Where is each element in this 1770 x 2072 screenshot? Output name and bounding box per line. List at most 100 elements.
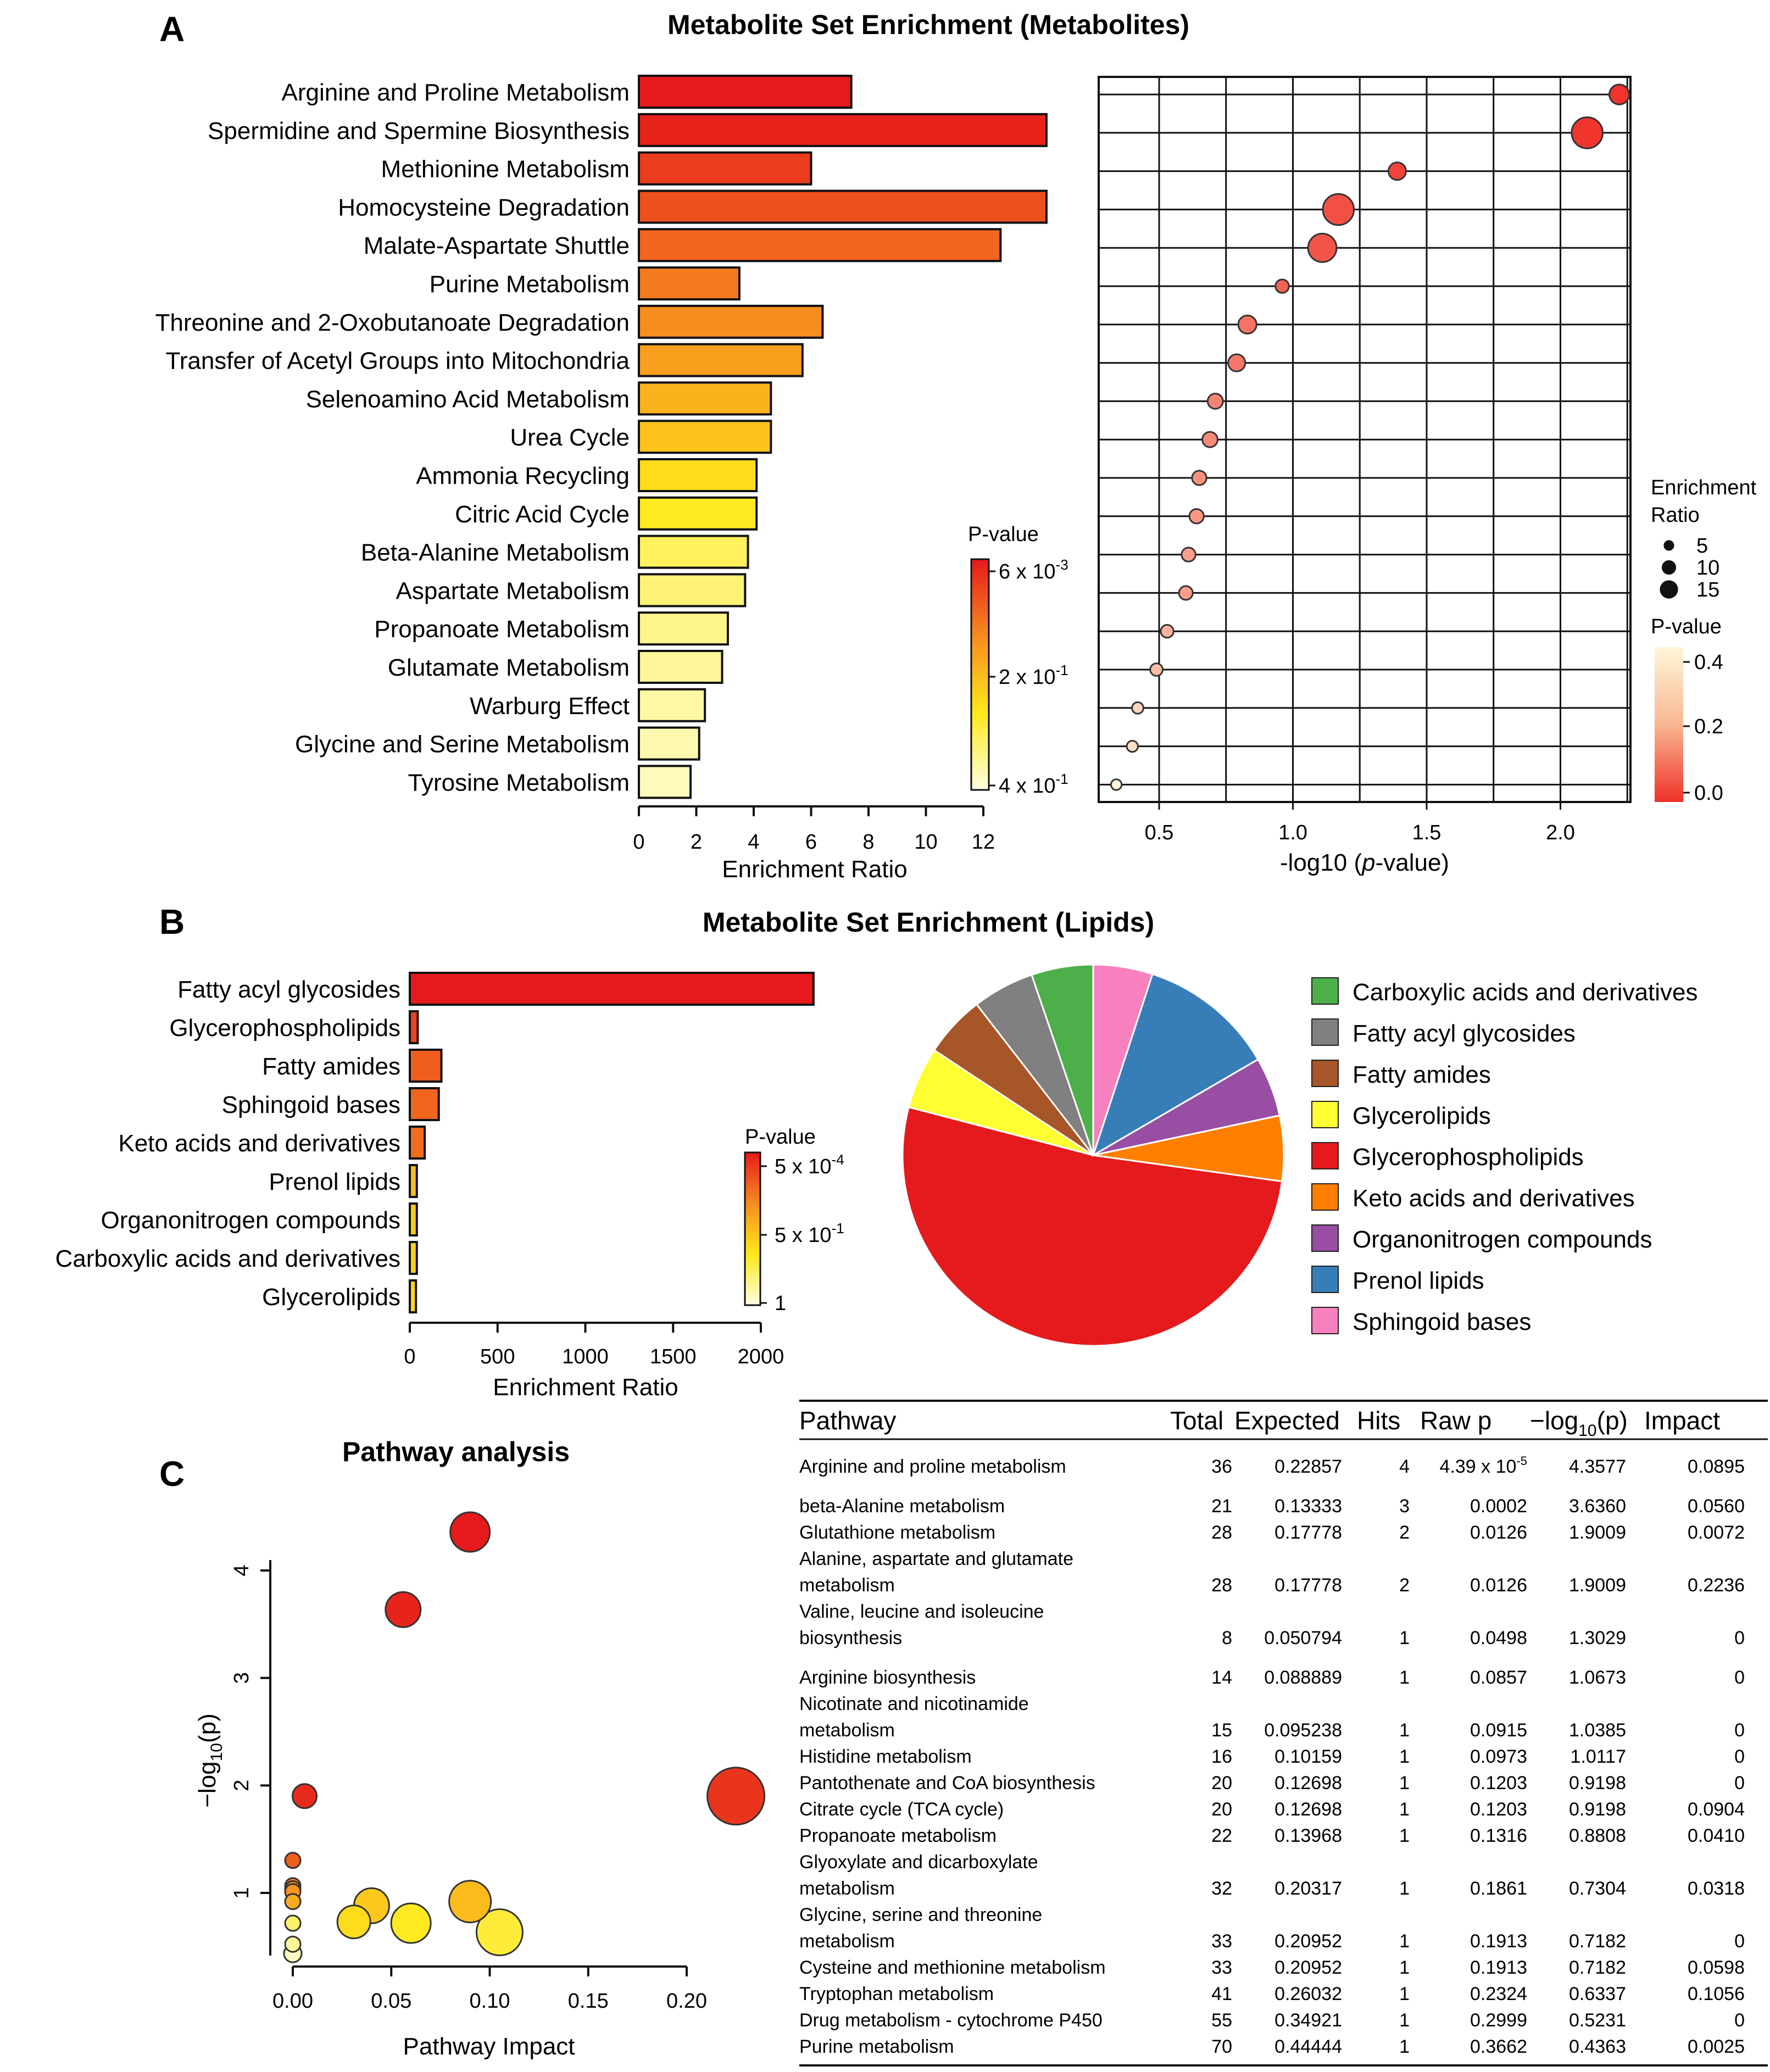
- legend-label: 5 x 10-1: [775, 1220, 844, 1247]
- legend-title: Ratio: [1651, 504, 1700, 527]
- bar: [638, 190, 1048, 224]
- table-cell: 0.1203: [1470, 1773, 1527, 1793]
- legend-label: Fatty amides: [1352, 1061, 1491, 1088]
- tick-label: 0.00: [272, 1990, 313, 2013]
- table-cell: 0.7182: [1569, 1957, 1626, 1978]
- legend-label: Sphingoid bases: [1352, 1308, 1531, 1335]
- size-legend-dot: [1663, 540, 1674, 551]
- tick-label: 10: [914, 831, 937, 854]
- dot: [1191, 470, 1207, 486]
- category-label: Sphingoid bases: [222, 1091, 400, 1118]
- table-cell: 1: [1399, 1799, 1410, 1820]
- bar: [409, 1241, 418, 1275]
- dot: [1149, 662, 1164, 677]
- colorbar: [744, 1151, 761, 1306]
- table-cell-pathway: Glutathione metabolism: [799, 1522, 995, 1543]
- bar: [409, 1049, 443, 1083]
- category-label: Fatty amides: [262, 1053, 400, 1080]
- colorbar: [970, 558, 990, 791]
- table-cell: 28: [1211, 1522, 1232, 1543]
- table-cell: 0: [1734, 1667, 1745, 1688]
- table-cell: 0.8808: [1569, 1825, 1626, 1846]
- table-cell: 0: [1734, 1746, 1745, 1767]
- chart-title-metabolites: Metabolite Set Enrichment (Metabolites): [667, 9, 1189, 40]
- legend-label: Prenol lipids: [1352, 1267, 1484, 1294]
- bar: [638, 726, 700, 761]
- legend-swatch: [1311, 1183, 1339, 1211]
- bar: [638, 381, 772, 416]
- legend-swatch: [1311, 1101, 1339, 1128]
- bar: [638, 496, 758, 531]
- table-cell: 0.7304: [1569, 1878, 1626, 1899]
- table-cell: 0.13968: [1274, 1825, 1342, 1846]
- table-cell: 0.0895: [1688, 1456, 1745, 1477]
- table-cell: 0.0915: [1470, 1720, 1527, 1741]
- category-label: Transfer of Acetyl Groups into Mitochond…: [165, 348, 630, 375]
- table-cell: 0.0025: [1688, 2036, 1745, 2057]
- table-cell: 0.0410: [1688, 1825, 1745, 1846]
- legend-title: P-value: [745, 1126, 816, 1149]
- bar: [409, 1202, 418, 1236]
- dot: [1608, 83, 1630, 105]
- table-cell-pathway: metabolism: [799, 1575, 895, 1596]
- table-cell: 0.0598: [1688, 1957, 1745, 1978]
- table-cell: 14: [1211, 1667, 1232, 1688]
- table-cell: 0.1316: [1470, 1825, 1527, 1846]
- table-cell: 0.1056: [1688, 1984, 1745, 2004]
- table-cell: 0.17778: [1274, 1522, 1342, 1543]
- table-cell-pathway: Arginine and proline metabolism: [799, 1456, 1066, 1477]
- table-cell: 0.1913: [1470, 1931, 1527, 1952]
- tick-label: 0: [404, 1345, 415, 1368]
- pathway-point: [475, 1908, 524, 1957]
- legend-label: 4 x 10-1: [999, 771, 1068, 798]
- table-cell: 0.20952: [1274, 1931, 1342, 1952]
- table-cell: 0.5231: [1569, 2010, 1626, 2031]
- table-cell: 33: [1211, 1931, 1232, 1952]
- tick-label: 0.10: [470, 1990, 510, 2013]
- legend-label: 0.0: [1694, 782, 1723, 805]
- table-cell: 21: [1211, 1496, 1232, 1517]
- bar: [638, 304, 824, 339]
- bar: [638, 458, 758, 492]
- table-cell: 0.7182: [1569, 1931, 1626, 1952]
- table-cell: 1: [1399, 1931, 1410, 1952]
- table-cell: 0.0072: [1688, 1522, 1745, 1543]
- tick-label: 1: [230, 1887, 253, 1898]
- dot: [1274, 279, 1290, 294]
- table-cell: 3: [1399, 1496, 1410, 1517]
- x-axis-label: Pathway Impact: [403, 2033, 575, 2060]
- table-cell: 0.12698: [1274, 1773, 1342, 1793]
- table-cell-pathway: Purine metabolism: [799, 2036, 954, 2057]
- table-cell: 1: [1399, 2036, 1410, 2057]
- tick-label: 6: [805, 831, 817, 854]
- table-cell: 1.0117: [1571, 1746, 1626, 1767]
- chart-title-lipids: Metabolite Set Enrichment (Lipids): [703, 907, 1154, 938]
- category-label: Glycerolipids: [262, 1284, 400, 1311]
- pathway-point: [336, 1904, 371, 1940]
- table-cell: 2: [1399, 1575, 1410, 1596]
- legend-label: Glycerolipids: [1352, 1102, 1491, 1129]
- table-cell: 0.0318: [1688, 1878, 1745, 1899]
- dot: [1206, 393, 1224, 410]
- table-cell-pathway: Citrate cycle (TCA cycle): [799, 1799, 1004, 1820]
- pie-slice: [1092, 973, 1260, 1157]
- dot: [1188, 508, 1205, 525]
- legend-label: Organonitrogen compounds: [1352, 1226, 1652, 1253]
- table-cell: 0.12698: [1274, 1799, 1342, 1820]
- bar: [409, 1279, 418, 1313]
- pathway-point: [449, 1511, 491, 1553]
- table-cell: 0.0904: [1688, 1799, 1745, 1820]
- tick-label: 2.0: [1546, 821, 1575, 844]
- table-cell: 1.3029: [1569, 1628, 1626, 1648]
- table-cell: 22: [1211, 1825, 1232, 1846]
- table-cell: 0: [1734, 1720, 1745, 1741]
- table-cell-pathway: Glyoxylate and dicarboxylate: [799, 1852, 1038, 1873]
- tick-label: 1000: [562, 1345, 609, 1368]
- category-label: Purine Metabolism: [430, 271, 630, 298]
- table-cell: 70: [1211, 2036, 1232, 2057]
- table-cell-pathway: Alanine, aspartate and glutamate: [799, 1549, 1073, 1569]
- table-cell: 55: [1211, 2010, 1232, 2031]
- bar: [409, 1010, 419, 1044]
- table-cell-pathway: Histidine metabolism: [799, 1746, 972, 1767]
- table-cell: 0.17778: [1274, 1575, 1342, 1596]
